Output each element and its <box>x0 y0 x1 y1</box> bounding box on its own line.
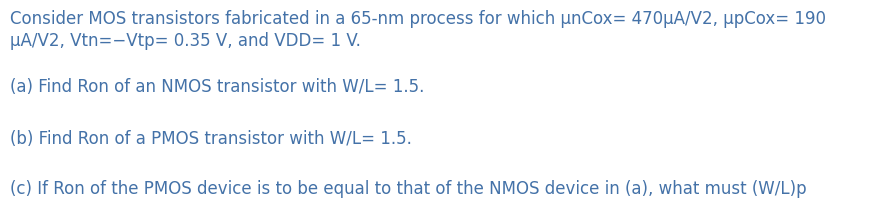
Text: μA/V2, Vtn=−Vtp= 0.35 V, and VDD= 1 V.: μA/V2, Vtn=−Vtp= 0.35 V, and VDD= 1 V. <box>10 32 361 50</box>
Text: Consider MOS transistors fabricated in a 65-nm process for which μnCox= 470μA/V2: Consider MOS transistors fabricated in a… <box>10 10 826 28</box>
Text: (b) Find Ron of a PMOS transistor with W/L= 1.5.: (b) Find Ron of a PMOS transistor with W… <box>10 130 412 148</box>
Text: (c) If Ron of the PMOS device is to be equal to that of the NMOS device in (a), : (c) If Ron of the PMOS device is to be e… <box>10 180 807 198</box>
Text: (a) Find Ron of an NMOS transistor with W/L= 1.5.: (a) Find Ron of an NMOS transistor with … <box>10 78 424 96</box>
